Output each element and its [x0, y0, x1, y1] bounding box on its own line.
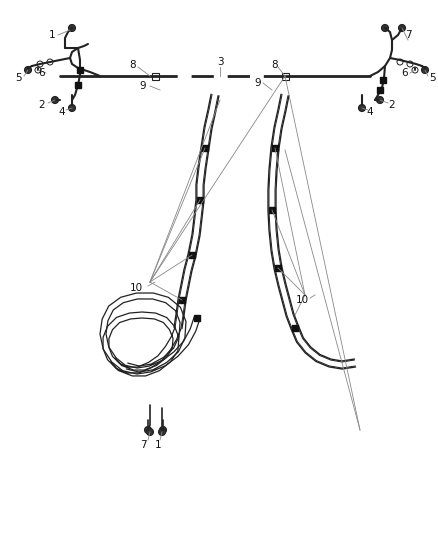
- Text: 6: 6: [39, 68, 45, 78]
- Circle shape: [145, 426, 152, 433]
- Text: 2: 2: [389, 100, 396, 110]
- Circle shape: [381, 25, 389, 31]
- Text: 9: 9: [140, 81, 146, 91]
- Circle shape: [47, 59, 53, 65]
- Text: 7: 7: [140, 440, 146, 450]
- Circle shape: [421, 67, 428, 74]
- Bar: [282, 72, 289, 79]
- Circle shape: [412, 67, 418, 73]
- Text: 6: 6: [402, 68, 408, 78]
- Text: 8: 8: [272, 60, 278, 70]
- Circle shape: [397, 59, 403, 65]
- Text: 10: 10: [296, 295, 308, 305]
- Circle shape: [146, 429, 153, 435]
- Text: 2: 2: [39, 100, 45, 110]
- Text: 1: 1: [155, 440, 161, 450]
- Text: 8: 8: [130, 60, 136, 70]
- Circle shape: [68, 25, 75, 31]
- Circle shape: [37, 61, 43, 67]
- Circle shape: [25, 67, 32, 74]
- Text: 4: 4: [367, 107, 373, 117]
- Circle shape: [159, 426, 166, 433]
- Text: 1: 1: [49, 30, 55, 40]
- Bar: [152, 72, 159, 79]
- Text: 5: 5: [429, 73, 435, 83]
- Circle shape: [377, 96, 384, 103]
- Text: 4: 4: [59, 107, 65, 117]
- Text: 9: 9: [254, 78, 261, 88]
- Circle shape: [52, 96, 59, 103]
- Text: 10: 10: [130, 283, 142, 293]
- Text: 7: 7: [405, 30, 411, 40]
- Circle shape: [159, 429, 166, 435]
- Circle shape: [407, 61, 413, 67]
- Text: 3: 3: [217, 57, 223, 67]
- Circle shape: [358, 104, 365, 111]
- Circle shape: [68, 104, 75, 111]
- Circle shape: [35, 67, 41, 73]
- Text: 5: 5: [15, 73, 21, 83]
- Circle shape: [399, 25, 406, 31]
